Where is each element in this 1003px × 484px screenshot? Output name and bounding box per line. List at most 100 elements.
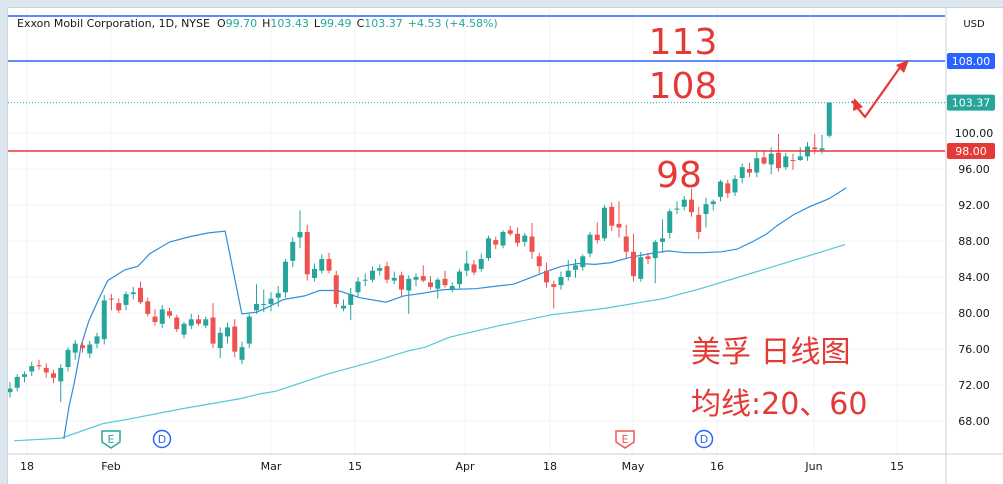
candle [652, 240, 658, 284]
dividend-marker-may[interactable]: D [694, 429, 714, 449]
candle [348, 287, 354, 321]
candle [123, 291, 129, 311]
candle [217, 327, 223, 358]
x-tick-label: May [622, 460, 645, 473]
h-value: 103.43 [270, 17, 309, 30]
dividend-marker-feb[interactable]: D [152, 429, 172, 449]
candle [739, 163, 745, 184]
candle [703, 197, 709, 228]
candle [674, 201, 680, 214]
candle [826, 102, 832, 138]
candle [188, 313, 194, 330]
candle [51, 369, 56, 384]
moving-averages [14, 187, 847, 442]
candle [36, 359, 42, 370]
earnings-label: E [108, 433, 115, 446]
ma60-line [14, 244, 846, 442]
dividend-label: D [158, 433, 166, 446]
candle [268, 292, 274, 312]
candle [442, 270, 448, 288]
candle [500, 230, 506, 249]
candle [297, 210, 303, 249]
candle [80, 340, 85, 353]
candle [333, 270, 339, 308]
price-tag-text: 103.37 [952, 97, 991, 110]
l-value: 99.49 [320, 17, 352, 30]
candle [689, 188, 694, 217]
candle [319, 254, 325, 274]
candle [783, 152, 789, 170]
candle [623, 224, 629, 259]
annotation-98: 98 [656, 155, 702, 196]
candle [478, 253, 484, 272]
candle [22, 371, 27, 383]
candle [486, 235, 491, 261]
earnings-marker-feb[interactable]: E [101, 430, 121, 449]
candle [754, 151, 760, 178]
candle [304, 224, 310, 281]
candle [710, 199, 716, 211]
price-tag-text: 108.00 [952, 55, 991, 68]
x-tick-label: 18 [20, 460, 34, 473]
candle [43, 363, 49, 378]
o-value: 99.70 [226, 17, 258, 30]
chart-window: 68.00 72.00 76.00 80.00 84.00 88.00 92.00 96.00… [7, 7, 1003, 484]
candle [87, 340, 93, 358]
candle [58, 364, 64, 403]
candle [355, 277, 361, 297]
candle [573, 259, 578, 278]
y-tick-label: 80.00 [958, 307, 990, 320]
horizontal-levels[interactable] [8, 15, 945, 152]
candle [174, 314, 180, 332]
candle [660, 219, 665, 253]
candle [768, 147, 774, 175]
candle [790, 153, 796, 170]
candle [181, 322, 187, 339]
y-tick-label: 76.00 [958, 343, 990, 356]
header-legend: Exxon Mobil Corporation, 1D, NYSE O99.70 H… [17, 17, 498, 30]
candle [776, 133, 781, 172]
x-tick-label: 16 [710, 460, 724, 473]
candle [464, 250, 470, 277]
candle [580, 254, 586, 271]
y-tick-label: 96.00 [958, 163, 990, 176]
candle [29, 361, 35, 376]
y-tick-label: 100.00 [955, 127, 994, 140]
candle [732, 175, 738, 196]
x-tick-label: 18 [543, 460, 557, 473]
candle [399, 271, 404, 297]
caption-ma: 均线:20、60 [691, 387, 867, 422]
candle [370, 266, 375, 283]
currency-label: USD [963, 19, 985, 30]
x-tick-label: Jun [804, 460, 822, 473]
earnings-marker-apr[interactable]: E [615, 430, 635, 449]
y-tick-label: 72.00 [958, 379, 990, 392]
candle [493, 236, 499, 250]
candle [145, 297, 151, 317]
candle [645, 252, 651, 265]
candle [681, 196, 687, 211]
ma20-line [63, 187, 847, 440]
time-axis[interactable]: 18 Feb Mar 15 Apr 18 May 16 Jun 15 [20, 460, 904, 473]
h-label: H [262, 17, 270, 30]
l-label: L [314, 17, 321, 30]
candle [696, 206, 702, 240]
annotation-108: 108 [649, 66, 718, 107]
candle [14, 374, 20, 392]
candle [797, 147, 803, 161]
candle [65, 347, 71, 372]
candle [638, 251, 644, 282]
candle [406, 275, 412, 314]
candle [747, 162, 752, 178]
c-label: C [357, 17, 365, 30]
candle [558, 271, 564, 290]
candle [457, 268, 462, 289]
candle [326, 252, 332, 274]
price-chart[interactable]: 68.00 72.00 76.00 80.00 84.00 88.00 92.00 96.00… [8, 8, 1003, 484]
candle [391, 271, 397, 285]
y-tick-label: 88.00 [958, 235, 990, 248]
candle [725, 179, 731, 198]
candle [341, 299, 346, 312]
o-label: O [217, 17, 226, 30]
price-axis[interactable]: 68.00 72.00 76.00 80.00 84.00 88.00 92.00 96.00… [955, 127, 994, 428]
